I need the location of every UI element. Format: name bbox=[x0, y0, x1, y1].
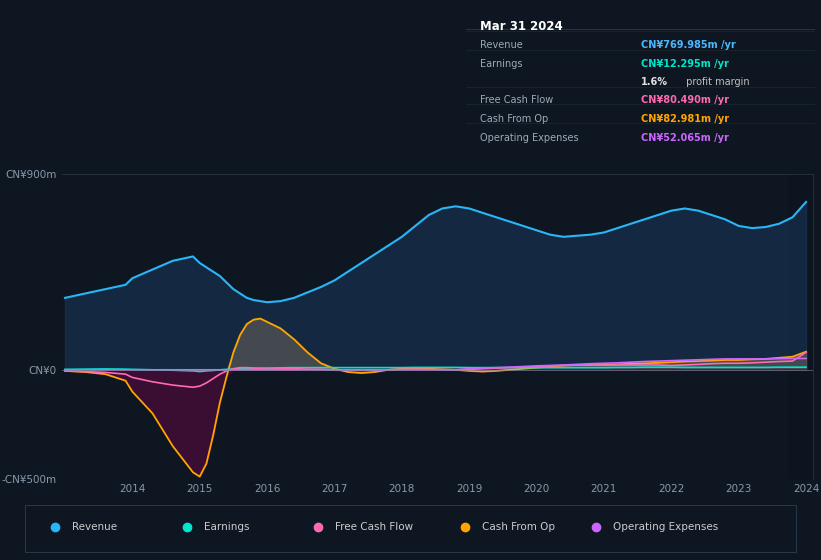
Text: CN¥52.065m /yr: CN¥52.065m /yr bbox=[641, 133, 729, 143]
Text: Free Cash Flow: Free Cash Flow bbox=[335, 522, 413, 532]
Text: CN¥769.985m /yr: CN¥769.985m /yr bbox=[641, 40, 736, 50]
Text: 1.6%: 1.6% bbox=[641, 77, 667, 87]
Text: Revenue: Revenue bbox=[72, 522, 117, 532]
Text: Earnings: Earnings bbox=[480, 59, 523, 69]
Text: Revenue: Revenue bbox=[480, 40, 523, 50]
Text: Operating Expenses: Operating Expenses bbox=[612, 522, 718, 532]
Text: Operating Expenses: Operating Expenses bbox=[480, 133, 579, 143]
Text: Cash From Op: Cash From Op bbox=[481, 522, 554, 532]
Text: Earnings: Earnings bbox=[204, 522, 250, 532]
Text: Free Cash Flow: Free Cash Flow bbox=[480, 95, 553, 105]
Text: profit margin: profit margin bbox=[683, 77, 750, 87]
Text: CN¥82.981m /yr: CN¥82.981m /yr bbox=[641, 114, 729, 124]
Bar bbox=[789, 174, 816, 479]
Text: Cash From Op: Cash From Op bbox=[480, 114, 548, 124]
Text: Mar 31 2024: Mar 31 2024 bbox=[480, 20, 563, 32]
Text: CN¥12.295m /yr: CN¥12.295m /yr bbox=[641, 59, 729, 69]
Text: CN¥80.490m /yr: CN¥80.490m /yr bbox=[641, 95, 729, 105]
